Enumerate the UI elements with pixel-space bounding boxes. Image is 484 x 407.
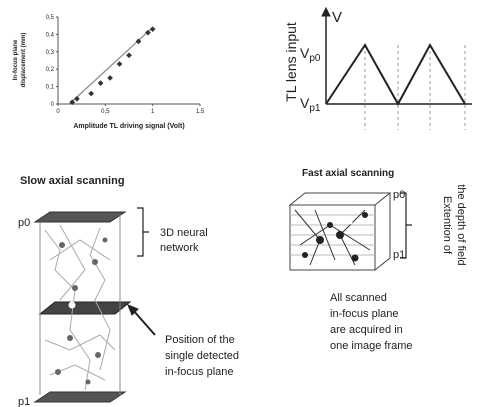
panel-title: Fast axial scanning (302, 168, 394, 179)
level-sub: p1 (309, 103, 321, 114)
plane-label: p1 (18, 396, 30, 407)
callout-line: Position of the (165, 334, 235, 346)
callout-line: 3D neural (160, 227, 208, 239)
y-tick-label: 0,4 (46, 32, 55, 38)
callout-line: in-focus plane (165, 366, 234, 378)
level-label: Vp0 (300, 45, 321, 64)
y-axis-label-line: displacement (mm) (21, 33, 27, 88)
y-tick-label: 0,3 (46, 50, 55, 56)
y-tick-label: 0 (51, 102, 55, 108)
scatter-plot: 0 0,1 0,2 0,3 0,4 0,5 0 0,5 1 1,5 (46, 15, 205, 115)
wave (326, 45, 465, 104)
level-label: Vp1 (300, 95, 321, 114)
x-tick-label: 0 (56, 109, 60, 115)
point (150, 26, 156, 32)
point (126, 52, 132, 58)
plane-label: p1 (393, 249, 405, 261)
caption-line: are acquired in (330, 324, 403, 336)
figure: In-focus planedisplacement (mm) Amplitud… (0, 0, 484, 407)
point (74, 96, 80, 102)
callout: Position of the single detected in-focus p… (165, 334, 239, 378)
point (117, 61, 123, 67)
plane-label: p0 (393, 189, 405, 201)
point (88, 91, 94, 97)
x-tick-label: 1,5 (196, 109, 205, 115)
point (107, 75, 113, 81)
extent-line: Extention of (441, 196, 453, 255)
wave-y-label: TL lens input (283, 22, 299, 102)
caption: All scanned in-focus plane are acquired in… (330, 292, 413, 352)
callout: 3D neural network (160, 227, 208, 254)
y-axis-label-line: In-focus plane (13, 39, 19, 80)
trend-line (69, 27, 152, 104)
level-sub: p0 (309, 53, 321, 64)
neural-stack (35, 208, 155, 402)
point (98, 80, 104, 86)
y-tick-label: 0,1 (46, 85, 55, 91)
dashed-guides (365, 45, 465, 130)
plane-label: p0 (18, 217, 30, 229)
y-tick-label: 0,2 (46, 67, 55, 73)
wave-chart (322, 8, 472, 130)
caption-line: All scanned (330, 292, 387, 304)
caption-line: one image frame (330, 340, 413, 352)
callout-line: network (160, 242, 199, 254)
extent-line: the depth of field (455, 184, 467, 265)
x-tick-label: 1 (151, 109, 155, 115)
arrow (322, 8, 330, 16)
x-axis-label: Amplitude TL driving signal (Volt) (73, 123, 184, 130)
x-tick-label: 0,5 (101, 109, 110, 115)
panel-title: Slow axial scanning (20, 175, 125, 187)
y-tick-label: 0,5 (46, 15, 55, 21)
caption-line: in-focus plane (330, 308, 399, 320)
callout-line: single detected (165, 350, 239, 362)
axis-label: V (332, 9, 342, 26)
